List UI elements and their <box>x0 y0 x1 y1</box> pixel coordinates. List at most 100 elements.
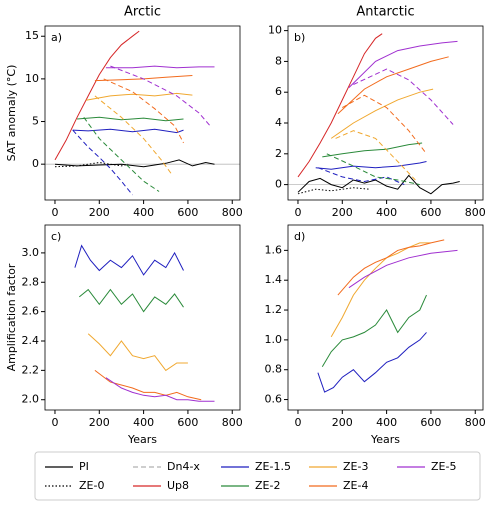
y-tick-label: 2 <box>275 147 282 160</box>
y-tick-label: 2.2 <box>22 363 40 376</box>
legend-label: Up8 <box>167 479 189 492</box>
y-tick-label: 5 <box>32 115 39 128</box>
panel-label: b) <box>294 31 305 44</box>
legend-label: ZE-4 <box>343 479 368 492</box>
series-line <box>322 142 423 158</box>
x-tick-label: 200 <box>89 416 110 429</box>
legend-label: ZE-5 <box>431 460 456 473</box>
legend-label: Dn4-x <box>167 460 200 473</box>
series-line <box>74 244 184 276</box>
legend-label: ZE-1.5 <box>255 460 291 473</box>
series-line <box>85 92 193 101</box>
y-tick-label: 3.0 <box>22 246 40 259</box>
series-line <box>348 249 458 289</box>
y-tick-label: 2.0 <box>22 393 40 406</box>
series-line <box>87 333 188 372</box>
y-tick-label: 10 <box>268 24 282 37</box>
y-axis-label: Amplification factor <box>5 263 18 371</box>
y-tick-label: 1.4 <box>265 273 283 286</box>
series-line <box>337 239 445 296</box>
y-tick-label: 2.4 <box>22 334 40 347</box>
series-line <box>348 40 458 88</box>
y-tick-label: 0 <box>275 178 282 191</box>
series-line <box>297 174 460 195</box>
panel-title: Antarctic <box>356 5 414 20</box>
x-tick-label: 0 <box>294 416 301 429</box>
x-tick-label: 400 <box>133 206 154 219</box>
legend-label: ZE-3 <box>343 460 368 473</box>
x-tick-label: 200 <box>332 206 353 219</box>
series-line <box>72 129 133 196</box>
series-line <box>94 95 173 176</box>
x-tick-label: 800 <box>465 206 486 219</box>
y-tick-label: 1.0 <box>265 333 283 346</box>
series-line <box>72 128 184 134</box>
series-line <box>297 187 369 195</box>
x-tick-label: 0 <box>51 206 58 219</box>
plot-frame <box>44 224 241 411</box>
y-tick-label: 6 <box>275 85 282 98</box>
series-line <box>77 116 184 122</box>
series-line <box>315 161 427 170</box>
y-tick-label: 0.8 <box>265 363 283 376</box>
series-line <box>78 288 184 313</box>
y-axis-label: SAT anomaly (°C) <box>5 65 18 162</box>
series-line <box>54 159 215 168</box>
x-tick-label: 600 <box>420 206 441 219</box>
y-tick-label: 8 <box>275 54 282 67</box>
series-line <box>110 65 211 127</box>
series-line <box>105 65 215 69</box>
x-tick-label: 0 <box>294 206 301 219</box>
series-line <box>337 56 449 115</box>
series-line <box>317 167 405 186</box>
y-tick-label: 2.8 <box>22 275 40 288</box>
series-line <box>335 130 416 181</box>
x-tick-label: 800 <box>222 416 243 429</box>
series-line <box>330 242 431 338</box>
x-tick-label: 400 <box>376 416 397 429</box>
x-axis-label: Years <box>127 433 157 446</box>
legend-label: PI <box>79 460 89 473</box>
series-line <box>103 78 184 144</box>
x-tick-label: 400 <box>376 206 397 219</box>
x-tick-label: 400 <box>133 416 154 429</box>
y-tick-label: 0.6 <box>265 393 283 406</box>
plot-frame <box>287 224 484 411</box>
y-tick-label: 10 <box>25 72 39 85</box>
series-line <box>83 117 160 192</box>
x-tick-label: 200 <box>89 206 110 219</box>
y-tick-label: 0 <box>32 157 39 170</box>
x-tick-label: 0 <box>51 416 58 429</box>
series-line <box>297 33 383 178</box>
y-tick-label: 2.6 <box>22 305 40 318</box>
series-line <box>353 68 454 125</box>
panel-label: c) <box>51 230 61 243</box>
x-tick-label: 200 <box>332 416 353 429</box>
series-line <box>342 94 427 155</box>
y-tick-label: 1.2 <box>265 303 283 316</box>
x-axis-label: Years <box>370 433 400 446</box>
x-tick-label: 800 <box>465 416 486 429</box>
x-tick-label: 600 <box>420 416 441 429</box>
series-line <box>105 377 215 402</box>
legend-label: ZE-0 <box>79 479 104 492</box>
panel-label: d) <box>294 230 305 243</box>
y-tick-label: 4 <box>275 116 282 129</box>
legend-box <box>34 451 481 501</box>
plot-frame <box>44 25 241 201</box>
y-tick-label: 1.6 <box>265 243 283 256</box>
series-line <box>94 370 202 401</box>
x-tick-label: 800 <box>222 206 243 219</box>
series-line <box>54 30 140 161</box>
series-line <box>330 88 434 139</box>
series-line <box>326 153 420 186</box>
series-line <box>321 294 427 367</box>
panel-label: a) <box>51 31 62 44</box>
series-line <box>94 75 193 82</box>
series-line <box>54 161 129 168</box>
x-tick-label: 600 <box>177 206 198 219</box>
plot-frame <box>287 25 484 201</box>
y-tick-label: 15 <box>25 29 39 42</box>
series-line <box>317 332 427 393</box>
